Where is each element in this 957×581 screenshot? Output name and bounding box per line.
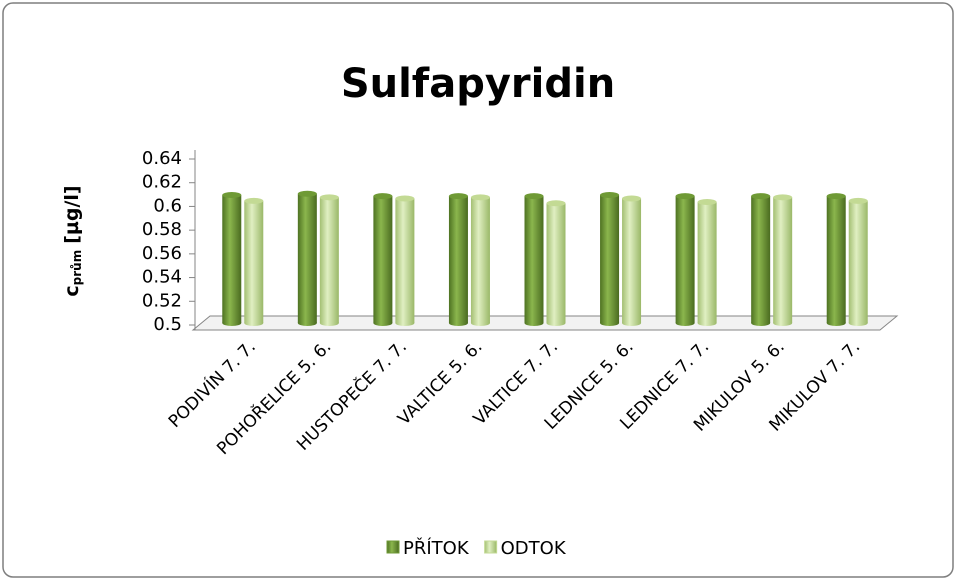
bar-top xyxy=(448,193,468,200)
bar xyxy=(395,198,415,323)
bar-base xyxy=(546,320,566,326)
bar-top xyxy=(244,197,264,204)
bar-top xyxy=(524,193,544,200)
bar xyxy=(675,196,695,323)
y-tick-label: 0.56 xyxy=(142,243,182,264)
bar-top xyxy=(675,193,695,200)
bar-base xyxy=(848,320,868,326)
floor xyxy=(191,315,899,331)
bar xyxy=(319,197,339,323)
y-axis-title-main: c xyxy=(61,285,83,296)
bar-base xyxy=(524,320,544,326)
bar-top xyxy=(773,194,793,201)
legend-swatch xyxy=(386,540,400,554)
bar-top xyxy=(222,191,242,198)
y-tick-label: 0.64 xyxy=(142,148,182,169)
bar-base xyxy=(448,320,468,326)
bar-top xyxy=(622,195,642,202)
bar xyxy=(826,196,846,323)
bar xyxy=(546,203,566,323)
y-axis-title: cprům [µg/l] xyxy=(61,185,84,296)
bar-base xyxy=(395,320,415,326)
bar xyxy=(470,197,490,323)
bar-top xyxy=(297,190,317,197)
y-tick-label: 0.52 xyxy=(142,290,182,311)
bar-base xyxy=(373,320,393,326)
bar-base xyxy=(319,320,339,326)
bar-base xyxy=(297,320,317,326)
bar xyxy=(222,194,242,323)
chart-title: Sulfapyridin xyxy=(341,61,615,107)
bar xyxy=(697,202,717,323)
bar-top xyxy=(600,191,620,198)
bar xyxy=(622,198,642,323)
bar-base xyxy=(600,320,620,326)
bar-top xyxy=(848,197,868,204)
bar xyxy=(448,196,468,323)
legend-label: ODTOK xyxy=(501,538,567,559)
bar xyxy=(297,193,317,323)
y-tick-label: 0.62 xyxy=(142,172,182,193)
bar-base xyxy=(751,320,771,326)
bar-top xyxy=(546,200,566,207)
bar xyxy=(373,196,393,323)
bar xyxy=(244,200,264,323)
bar xyxy=(773,197,793,323)
y-tick-label: 0.6 xyxy=(153,195,182,216)
bar xyxy=(600,194,620,323)
bar-base xyxy=(773,320,793,326)
bar-base xyxy=(244,320,264,326)
bar-base xyxy=(622,320,642,326)
y-axis-title-unit: [µg/l] xyxy=(61,185,83,243)
bar-base xyxy=(826,320,846,326)
bar-top xyxy=(395,195,415,202)
bar-base xyxy=(470,320,490,326)
bar-base xyxy=(222,320,242,326)
bar-base xyxy=(697,320,717,326)
y-tick-label: 0.5 xyxy=(153,314,182,335)
bar-top xyxy=(751,193,771,200)
bar-top xyxy=(697,199,717,206)
bar-top xyxy=(373,193,393,200)
y-axis-title-subscript: prům xyxy=(70,250,84,286)
bar xyxy=(848,200,868,323)
bar-top xyxy=(319,194,339,201)
bar-top xyxy=(470,194,490,201)
bar xyxy=(524,196,544,323)
y-tick-label: 0.58 xyxy=(142,219,182,240)
bar xyxy=(751,196,771,323)
y-tick-label: 0.54 xyxy=(142,267,182,288)
legend-swatch xyxy=(484,540,498,554)
legend-label: PŘÍTOK xyxy=(403,537,470,559)
bar-base xyxy=(675,320,695,326)
bar-top xyxy=(826,193,846,200)
